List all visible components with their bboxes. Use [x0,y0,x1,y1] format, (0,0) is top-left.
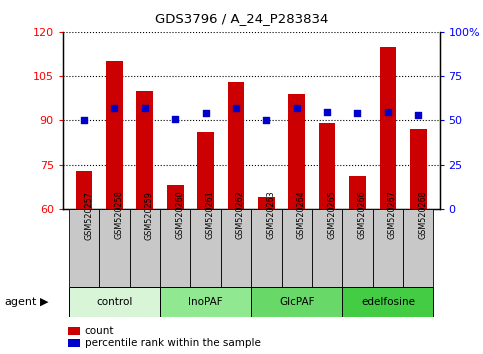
Text: control: control [96,297,133,307]
Bar [106,61,123,209]
Text: GSM520263: GSM520263 [266,191,275,239]
Point [323,109,331,114]
Bar [342,209,373,287]
Point [354,110,361,116]
Text: GDS3796 / A_24_P283834: GDS3796 / A_24_P283834 [155,12,328,25]
Bar [190,209,221,287]
Point [202,110,210,116]
Bar [227,82,244,209]
Text: GSM520257: GSM520257 [84,191,93,240]
Point [232,105,240,111]
Bar [282,209,312,287]
Bar [69,287,160,317]
Text: GSM520261: GSM520261 [206,191,214,239]
Bar [129,209,160,287]
Bar [251,209,282,287]
Text: GSM520262: GSM520262 [236,191,245,239]
Bar [251,287,342,317]
Text: GSM520259: GSM520259 [145,191,154,240]
Bar [342,287,433,317]
Text: GSM520264: GSM520264 [297,191,306,239]
Bar [69,209,99,287]
Bar [403,209,433,287]
Point [80,118,88,123]
Point [293,105,300,111]
Bar [221,209,251,287]
Bar [99,209,129,287]
Text: GSM520266: GSM520266 [357,191,367,239]
Point [111,105,118,111]
Point [262,118,270,123]
Text: GSM520268: GSM520268 [418,191,427,239]
Text: GSM520258: GSM520258 [114,191,124,239]
Text: agent: agent [5,297,37,307]
Text: InoPAF: InoPAF [188,297,223,307]
Bar [349,176,366,209]
Bar [319,123,336,209]
Bar [167,185,184,209]
Text: GlcPAF: GlcPAF [279,297,314,307]
Point [384,109,392,114]
Bar [160,209,190,287]
Point [171,116,179,121]
Text: percentile rank within the sample: percentile rank within the sample [85,338,260,348]
Bar [160,287,251,317]
Bar [137,91,153,209]
Bar [197,132,214,209]
Text: edelfosine: edelfosine [361,297,415,307]
Bar [373,209,403,287]
Point [414,112,422,118]
Bar [258,197,275,209]
Bar [76,171,92,209]
Bar [312,209,342,287]
Text: GSM520267: GSM520267 [388,191,397,239]
Bar [410,129,426,209]
Text: ▶: ▶ [40,297,48,307]
Bar [380,47,396,209]
Text: GSM520265: GSM520265 [327,191,336,239]
Text: count: count [85,326,114,336]
Point [141,105,149,111]
Text: GSM520260: GSM520260 [175,191,184,239]
Bar [288,94,305,209]
